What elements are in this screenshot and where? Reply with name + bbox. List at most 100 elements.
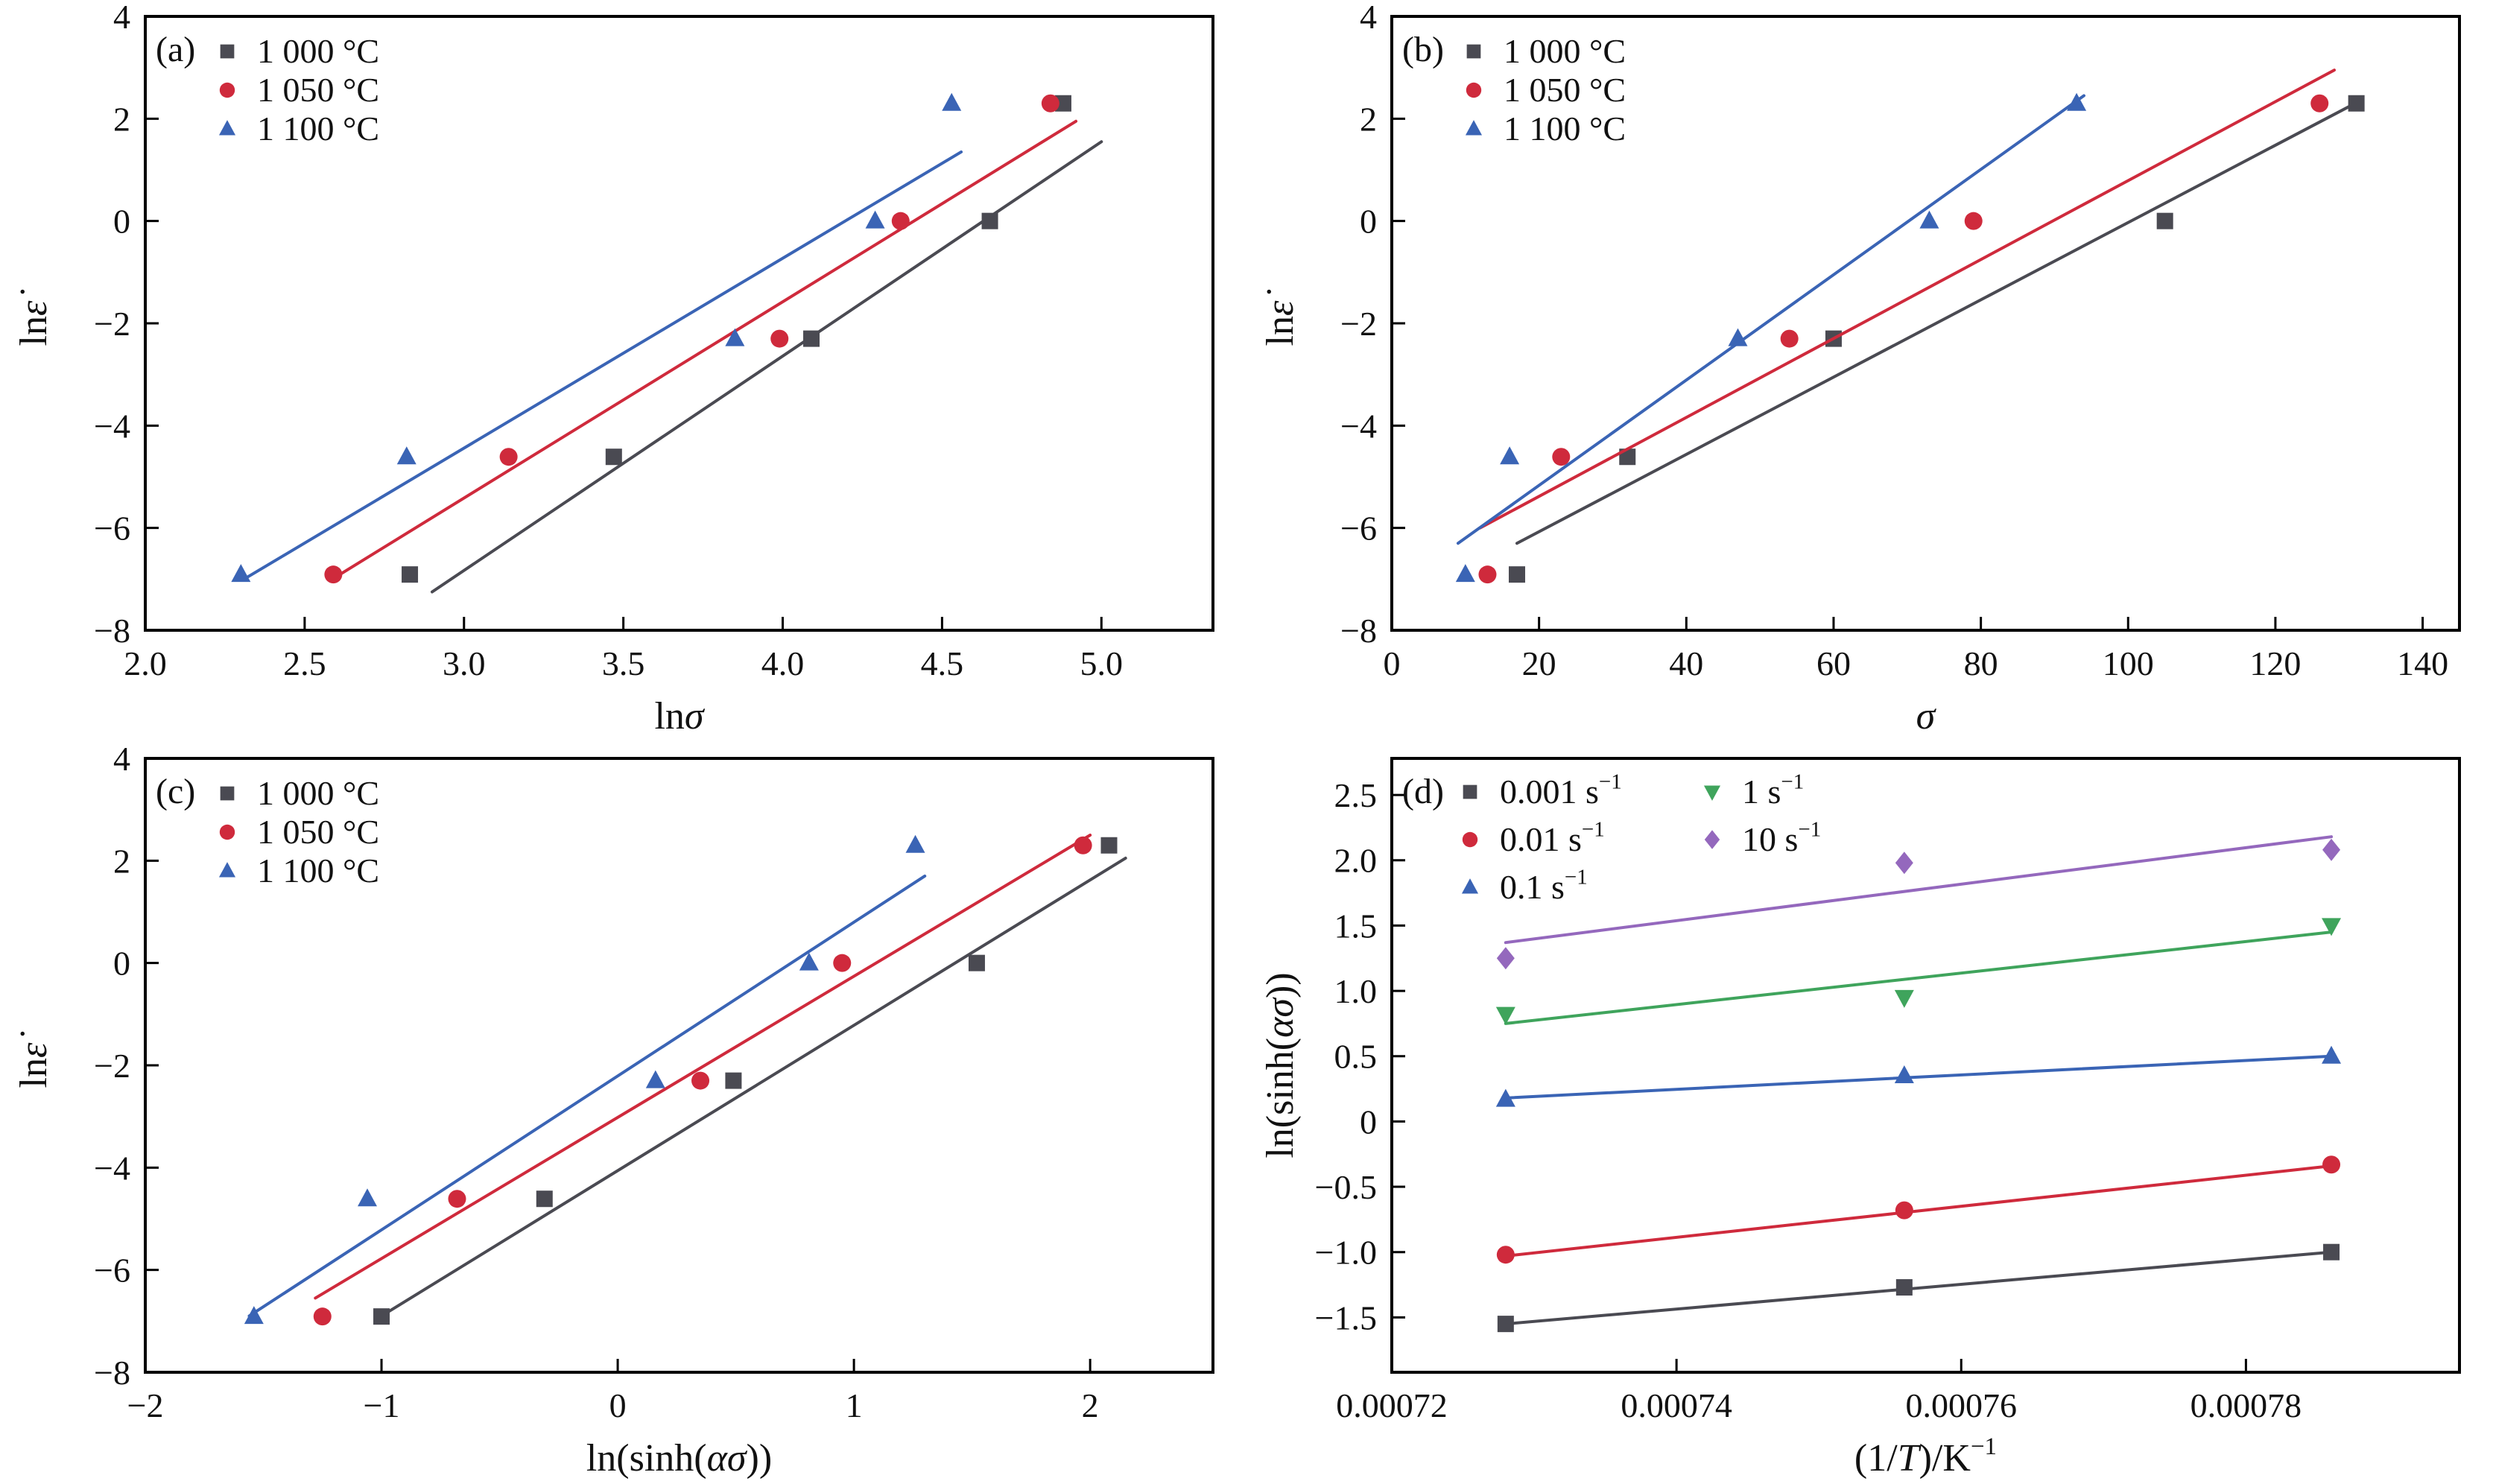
data-point-circle [219,824,235,840]
data-point-circle [448,1190,466,1208]
data-point-triangle-up [865,210,885,229]
fit-line [1504,1164,2334,1258]
y-tick-label: −2 [94,1047,130,1085]
y-axis: 2.5 2.0 1.5 1.0 0.5 0 −0.5 −1.0 −1.5 [1315,776,1405,1336]
y-tick-label: 2 [113,100,130,138]
data-point-square [981,212,998,229]
data-point-triangle-up [244,1306,264,1325]
series-0 [402,95,1103,594]
data-point-triangle-up [218,862,236,878]
data-point-circle [219,82,235,98]
data-point-circle [1552,448,1571,466]
data-point-square [1466,44,1481,59]
panel-d: 0.00072 0.00074 0.00076 0.00078 2.5 2.0 1.5 1.0… [1246,742,2493,1484]
data-point-triangle-up [2322,1045,2342,1064]
panel-label: (c) [156,772,195,811]
x-tick-label: 0.00076 [1906,1386,2018,1424]
fit-line [335,119,1078,578]
data-point-circle [324,565,343,584]
x-axis: −2 −1 0 1 2 [127,1359,1099,1424]
y-tick-label: 4 [113,742,130,778]
legend-label: 1 050 °C [257,813,379,851]
x-tick-label: 4.5 [921,644,964,682]
data-point-square [373,1308,390,1325]
data-point-diamond [1704,830,1720,849]
data-point-triangle-up [905,834,925,853]
legend: 1 000 °C1 050 °C1 100 °C [218,32,379,148]
legend-label: 1 000 °C [1504,32,1626,70]
data-point-square [725,1072,742,1089]
data-point-triangle-down [1495,1006,1515,1025]
y-tick-label: −0.5 [1315,1168,1377,1206]
y-tick-label: −6 [94,510,130,548]
data-point-triangle-down [1894,989,1914,1008]
data-point-triangle-up [645,1070,665,1088]
x-axis-label: ln(sinh(ασ)) [586,1437,772,1480]
x-tick-label: 0.00074 [1621,1386,1732,1424]
legend-label: 0.01 s−1 [1500,818,1605,858]
data-point-circle [770,329,789,348]
data-point-diamond [2322,838,2341,861]
chart-a: 2.0 2.5 3.0 3.5 4.0 4.5 5.0 4 2 0 −2 −4 −6 −8 lnσ lnε̇ (… [13,0,1214,738]
data-point-square [220,44,235,59]
y-tick-label: −8 [1340,612,1377,650]
data-point-circle [1895,1201,1913,1220]
legend-label: 0.001 s−1 [1500,770,1622,811]
x-tick-label: 80 [1964,644,1998,682]
x-tick-label: 0.00078 [2191,1386,2302,1424]
y-axis: 4 2 0 −2 −4 −6 −8 [94,742,159,1392]
series-2 [1455,92,2087,583]
x-tick-label: 0.00072 [1336,1386,1448,1424]
y-axis: 4 2 0 −2 −4 −6 −8 [1340,0,1405,650]
panel-label: (d) [1402,772,1444,811]
x-tick-label: 2.5 [283,644,326,682]
y-tick-label: −4 [94,407,130,445]
y-tick-label: 0 [1360,1103,1377,1141]
data-point-triangle-up [1495,1088,1515,1107]
data-point-diamond [1496,947,1515,970]
x-tick-label: −1 [364,1386,400,1424]
data-point-triangle-up [218,120,236,136]
series-1 [324,94,1078,584]
fit-line [1478,69,2336,530]
data-point-square [803,330,820,347]
fit-line [1504,930,2334,1025]
fit-line [380,856,1127,1318]
fit-line [242,150,963,581]
y-tick-label: −1.0 [1315,1234,1377,1272]
y-tick-label: 4 [1360,0,1377,36]
data-point-square [1895,1279,1913,1296]
data-point-triangle-up [2067,92,2087,111]
data-point-triangle-up [725,328,745,346]
data-point-square [1463,784,1477,799]
data-point-triangle-up [1500,446,1520,465]
legend-label: 1 000 °C [257,32,379,70]
x-tick-label: 3.5 [602,644,645,682]
x-tick-label: −2 [127,1386,164,1424]
legend-label: 1 050 °C [1504,71,1626,109]
data-point-circle [1496,1246,1515,1264]
data-point-triangle-up [799,952,819,971]
panel-a: 2.0 2.5 3.0 3.5 4.0 4.5 5.0 4 2 0 −2 −4 −6 −8 lnσ lnε̇ (… [0,0,1246,742]
data-point-circle [1780,329,1799,348]
data-point-square [1509,566,1526,583]
data-point-square [605,448,622,466]
data-point-triangle-up [1728,328,1748,346]
y-tick-label: 0.5 [1334,1038,1378,1076]
data-point-circle [1478,565,1497,584]
data-point-circle [1074,836,1092,854]
x-axis: 0 20 40 60 80 100 120 140 [1384,617,2448,682]
x-tick-label: 1 [846,1386,863,1424]
data-point-circle [313,1307,332,1326]
legend-label: 10 s−1 [1742,818,1821,858]
x-tick-label: 40 [1669,644,1703,682]
data-point-circle [1466,82,1482,98]
y-tick-label: −6 [94,1252,130,1290]
panel-b: 0 20 40 60 80 100 120 140 4 2 0 −2 −4 −6 −8 σ lnε̇ (b) 1 0… [1246,0,2493,742]
series-1 [313,834,1092,1326]
x-tick-label: 2 [1082,1386,1099,1424]
data-point-square [1100,837,1118,854]
series-1 [1496,1155,2341,1264]
data-point-square [2348,95,2365,112]
